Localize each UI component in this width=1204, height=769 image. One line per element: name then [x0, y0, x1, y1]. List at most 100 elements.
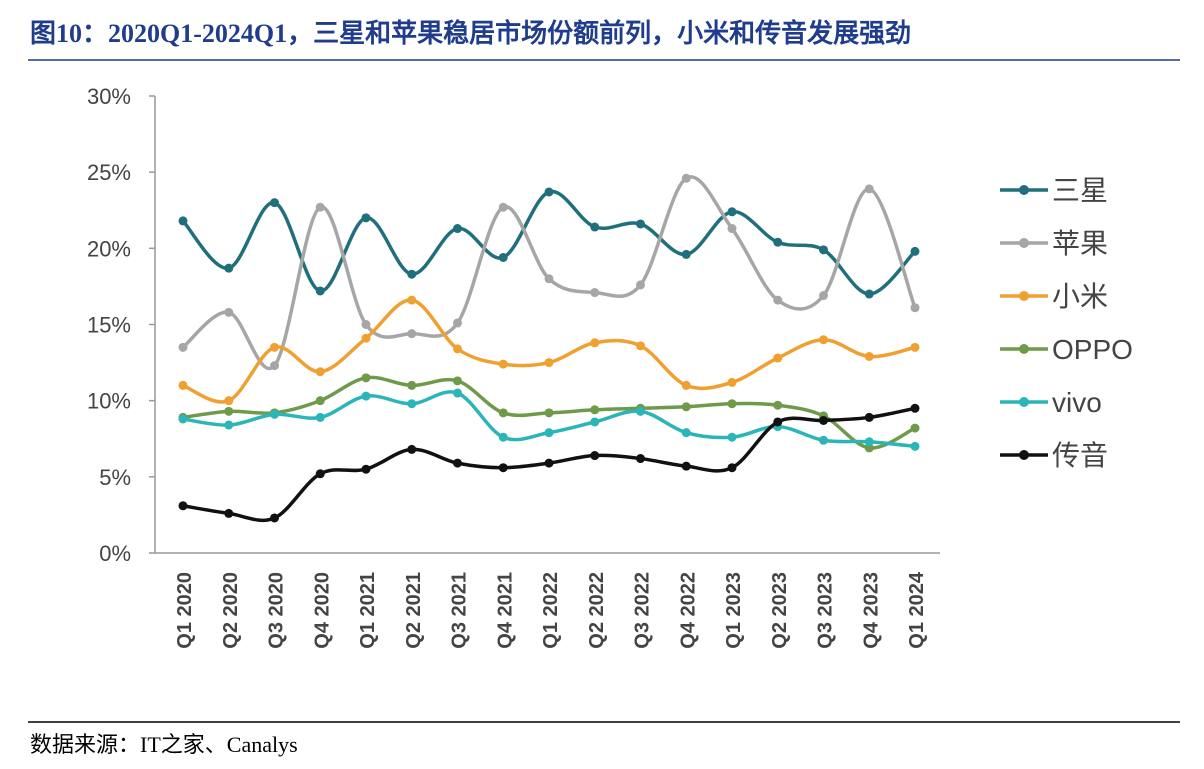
point	[636, 454, 645, 464]
point	[727, 377, 737, 387]
point	[544, 358, 554, 368]
point	[590, 405, 600, 415]
point	[819, 415, 828, 425]
x-tick-label: Q2 2022	[586, 572, 608, 649]
source: 数据来源：IT之家、Canalys	[30, 732, 298, 757]
point	[544, 458, 554, 468]
legend-marker	[1019, 238, 1029, 248]
point	[727, 207, 737, 217]
point	[453, 458, 462, 468]
point	[361, 464, 371, 474]
point	[407, 295, 417, 305]
point	[407, 444, 417, 454]
point	[910, 303, 920, 313]
point	[819, 291, 828, 301]
y-tick-label: 20%	[87, 236, 131, 261]
legend-label: vivo	[1052, 387, 1102, 418]
point	[590, 417, 600, 427]
point	[590, 451, 600, 461]
point	[773, 295, 783, 305]
point	[910, 342, 920, 352]
point	[178, 501, 188, 511]
point	[910, 246, 920, 256]
x-tick-label: Q1 2023	[723, 572, 745, 649]
point	[407, 329, 417, 339]
point	[773, 417, 783, 427]
point	[681, 249, 691, 259]
point	[270, 513, 279, 523]
y-tick-label: 0%	[99, 541, 131, 566]
x-tick-label: Q3 2023	[815, 572, 837, 649]
legend-label: 传音	[1052, 440, 1108, 471]
point	[224, 263, 234, 273]
point	[498, 408, 508, 418]
point	[224, 307, 234, 317]
point	[270, 342, 279, 352]
point	[681, 380, 691, 390]
point	[864, 184, 874, 194]
point	[453, 376, 462, 386]
x-tick-label: Q3 2021	[449, 572, 471, 649]
x-tick-label: Q4 2021	[494, 572, 516, 649]
x-tick-label: Q1 2024	[906, 571, 928, 649]
point	[773, 353, 783, 363]
chart-title: 图10：2020Q1-2024Q1，三星和苹果稳居市场份额前列，小米和传音发展强…	[30, 18, 911, 48]
point	[819, 435, 828, 445]
point	[453, 224, 462, 234]
point	[407, 380, 417, 390]
point	[864, 437, 874, 447]
point	[361, 320, 371, 329]
point	[178, 380, 188, 390]
y-tick-label: 15%	[87, 313, 131, 338]
point	[864, 412, 874, 422]
point	[727, 432, 737, 442]
y-tick-label: 30%	[87, 84, 131, 109]
y-tick-label: 10%	[87, 389, 131, 414]
point	[544, 428, 554, 438]
point	[224, 508, 234, 518]
series-line	[181, 189, 917, 296]
point	[270, 409, 279, 419]
point	[224, 396, 234, 406]
point	[636, 406, 645, 416]
point	[498, 252, 508, 262]
point	[727, 399, 737, 409]
point	[315, 469, 325, 479]
point	[270, 361, 279, 371]
point	[590, 288, 600, 298]
point	[361, 391, 371, 401]
x-tick-label: Q2 2020	[220, 572, 242, 649]
point	[636, 280, 645, 290]
point	[636, 219, 645, 229]
point	[727, 463, 737, 473]
legend-label: 苹果	[1052, 228, 1108, 259]
point	[407, 269, 417, 279]
point	[819, 245, 828, 255]
legend-label: OPPO	[1052, 334, 1133, 365]
point	[727, 224, 737, 234]
point	[178, 216, 188, 226]
legend-label: 三星	[1052, 175, 1108, 206]
point	[453, 318, 462, 328]
x-tick-label: Q4 2023	[860, 572, 882, 649]
point	[910, 441, 920, 451]
point	[498, 463, 508, 473]
x-tick-label: Q4 2022	[677, 572, 699, 649]
point	[361, 373, 371, 383]
legend-marker	[1019, 397, 1029, 407]
point	[453, 388, 462, 398]
point	[315, 412, 325, 422]
point	[224, 420, 234, 430]
point	[407, 399, 417, 409]
point	[315, 367, 325, 377]
point	[544, 187, 554, 197]
point	[544, 408, 554, 418]
point	[636, 341, 645, 351]
point	[498, 202, 508, 212]
point	[681, 173, 691, 183]
x-tick-label: Q1 2022	[540, 572, 562, 649]
legend-marker	[1019, 185, 1029, 195]
point	[681, 428, 691, 438]
y-tick-label: 5%	[99, 465, 131, 490]
